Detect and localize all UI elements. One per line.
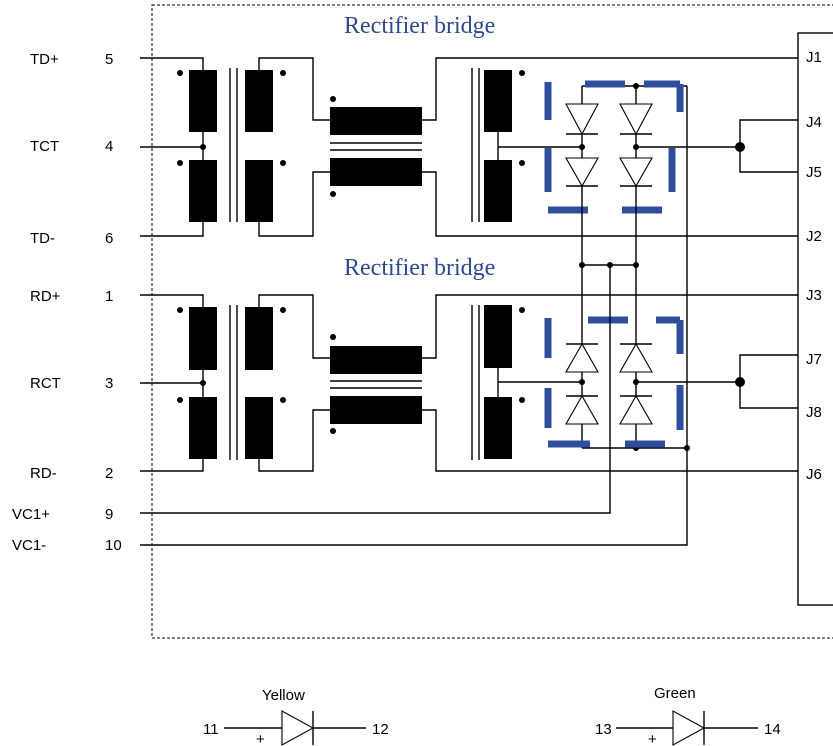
led-yellow-cathode-pin: 12 (372, 721, 389, 738)
pin-j4: J4 (806, 114, 822, 131)
bridge-label-top: Rectifier bridge (344, 13, 495, 39)
pin-num-4: 4 (105, 138, 113, 155)
led-yellow-anode-pin: 11 (203, 721, 219, 738)
pin-name-rct: RCT (30, 375, 61, 392)
rectifier-bridge-highlight-top (544, 80, 684, 214)
receive-channel (140, 265, 798, 546)
pin-name-vc1-minus: VC1- (12, 537, 46, 554)
pin-name-rd-plus: RD+ (30, 288, 61, 305)
led-yellow-polarity: + (256, 731, 265, 746)
connector-block (797, 32, 833, 606)
led-green-label: Green (654, 685, 696, 702)
pin-num-9: 9 (105, 506, 113, 523)
pin-num-3: 3 (105, 375, 113, 392)
transformer-1-coil-a (189, 70, 217, 132)
led-green-polarity: + (648, 731, 657, 746)
rectifier-bridge-highlight-bottom (544, 316, 684, 448)
pin-j8: J8 (806, 404, 822, 421)
pin-num-10: 10 (105, 537, 122, 554)
module-boundary (151, 4, 833, 639)
pin-num-1: 1 (105, 288, 113, 305)
pin-name-td-plus: TD+ (30, 51, 59, 68)
transformer-1-coil-b (189, 160, 217, 222)
pin-num-2: 2 (105, 465, 113, 482)
pin-j1: J1 (806, 49, 822, 66)
pin-j5: J5 (806, 164, 822, 181)
pin-j6: J6 (806, 466, 822, 483)
transmit-channel (140, 57, 798, 448)
pin-j3: J3 (806, 287, 822, 304)
led-yellow: Yellow 11 12 + (203, 687, 389, 746)
pin-j7: J7 (806, 351, 822, 368)
led-green-cathode-pin: 14 (764, 721, 781, 738)
left-pin-labels: TD+ 5 TCT 4 TD- 6 RD+ 1 RCT 3 RD- 2 VC1+… (12, 51, 122, 554)
pin-name-td-minus: TD- (30, 230, 55, 247)
led-green: Green 13 14 + (595, 685, 781, 746)
pin-name-tct: TCT (30, 138, 59, 155)
pin-name-vc1-plus: VC1+ (12, 506, 50, 523)
bridge-label-bottom: Rectifier bridge (344, 255, 495, 281)
led-yellow-label: Yellow (262, 687, 305, 704)
choke-1-top (330, 107, 422, 135)
led-green-anode-pin: 13 (595, 721, 612, 738)
pin-j2: J2 (806, 228, 822, 245)
right-pin-labels: J1 J4 J5 J2 J3 J7 J8 J6 (806, 49, 822, 483)
pin-num-6: 6 (105, 230, 113, 247)
pin-name-rd-minus: RD- (30, 465, 57, 482)
pin-num-5: 5 (105, 51, 113, 68)
